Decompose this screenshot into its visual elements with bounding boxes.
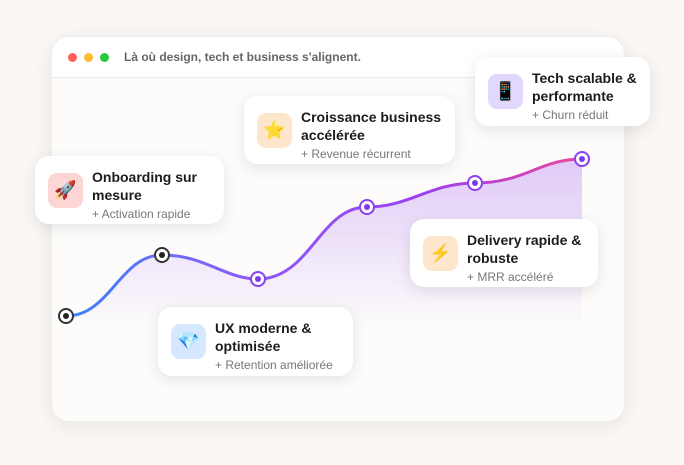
minimize-button[interactable] [84,52,93,62]
curve-area [66,159,582,330]
card-delivery: ⚡ Delivery rapide & robuste + MRR accélér… [410,219,598,287]
lightning-icon: ⚡ [423,236,458,271]
card-title: Delivery rapide & robuste [467,232,582,266]
card-subtitle: + Retention améliorée [215,358,333,372]
card-subtitle: + Revenue récurrent [301,147,411,161]
card-title: UX moderne & optimisée [215,320,312,354]
point-1 [58,308,74,324]
point-3 [250,271,266,287]
card-subtitle: + Churn réduit [532,108,609,122]
gem-icon: 💎 [171,324,206,359]
card-croissance: ⭐ Croissance business accélérée + Revenue… [244,96,455,164]
star-icon: ⭐ [257,113,292,148]
point-5 [467,175,483,191]
card-subtitle: + MRR accéléré [467,270,554,284]
title-bar: Là où design, tech et business s'alignen… [52,37,624,78]
point-4 [359,199,375,215]
point-6 [574,151,590,167]
card-subtitle: + Activation rapide [92,207,191,221]
point-2 [154,247,170,263]
rocket-icon: 🚀 [48,173,83,208]
card-title: Tech scalable & performante [532,70,637,104]
card-ux: 💎 UX moderne & optimisée + Retention amél… [158,307,353,376]
card-tech: 📱 Tech scalable & performante + Churn réd… [475,57,650,126]
card-title: Onboarding sur mesure [92,169,197,203]
close-button[interactable] [68,52,77,62]
window-title: Là où design, tech et business s'alignen… [124,50,361,64]
maximize-button[interactable] [100,52,109,62]
card-title: Croissance business accélérée [301,109,442,143]
card-onboarding: 🚀 Onboarding sur mesure + Activation rapi… [35,156,224,224]
phone-icon: 📱 [488,74,523,109]
